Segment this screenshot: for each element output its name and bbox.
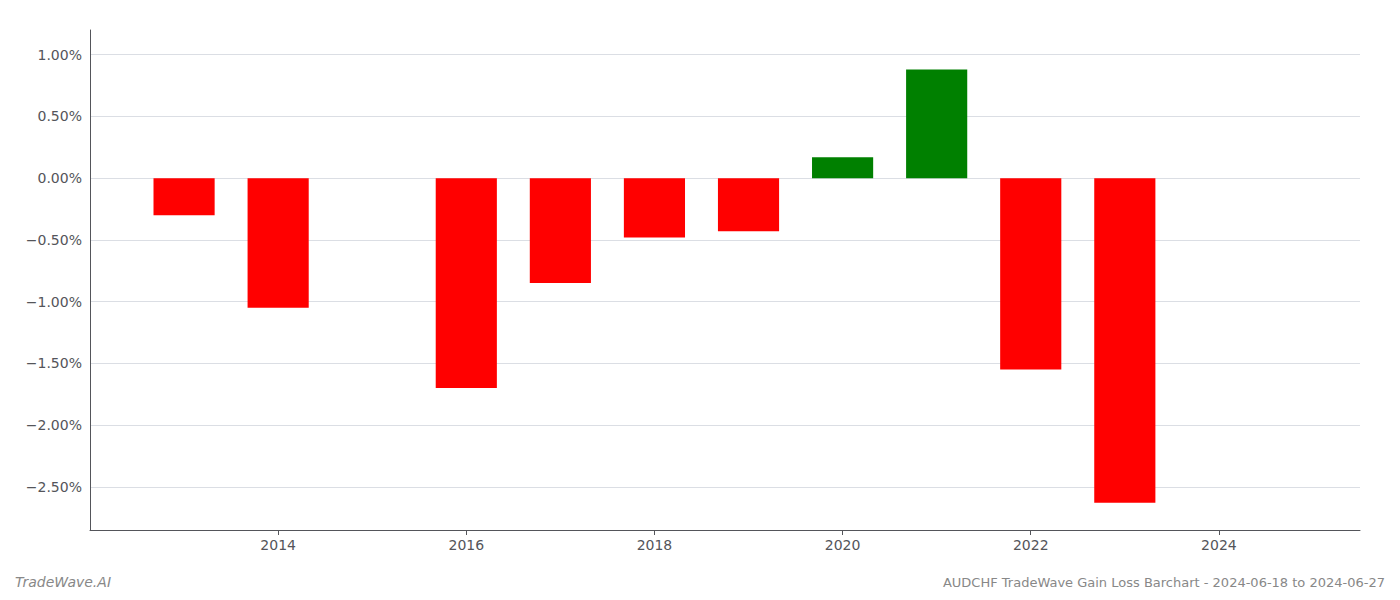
svg-text:−2.50%: −2.50% (26, 479, 82, 495)
svg-text:−2.00%: −2.00% (26, 417, 82, 433)
svg-text:2016: 2016 (448, 537, 484, 553)
svg-text:0.50%: 0.50% (38, 108, 82, 124)
svg-text:−0.50%: −0.50% (26, 232, 82, 248)
svg-text:2024: 2024 (1201, 537, 1237, 553)
svg-text:2020: 2020 (825, 537, 861, 553)
svg-text:2018: 2018 (637, 537, 673, 553)
svg-text:−1.50%: −1.50% (26, 355, 82, 371)
svg-text:2014: 2014 (260, 537, 296, 553)
svg-text:AUDCHF TradeWave Gain Loss Bar: AUDCHF TradeWave Gain Loss Barchart - 20… (943, 575, 1385, 590)
svg-text:−1.00%: −1.00% (26, 294, 82, 310)
svg-text:2022: 2022 (1013, 537, 1049, 553)
svg-text:TradeWave.AI: TradeWave.AI (15, 574, 111, 590)
svg-text:1.00%: 1.00% (38, 47, 82, 63)
svg-text:0.00%: 0.00% (38, 170, 82, 186)
